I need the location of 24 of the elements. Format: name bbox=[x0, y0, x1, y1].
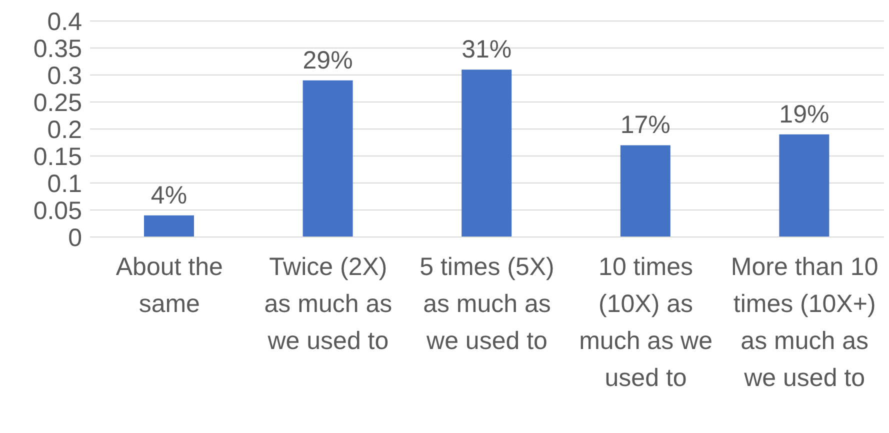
bar bbox=[620, 145, 670, 237]
x-tick-label: 10 times (10X) as much as we used to bbox=[579, 253, 712, 392]
bar bbox=[144, 215, 194, 237]
bar bbox=[462, 70, 512, 237]
x-tick-label: 5 times (5X) as much as we used to bbox=[420, 253, 554, 355]
x-tick-label: About the same bbox=[116, 253, 223, 318]
data-label: 19% bbox=[779, 100, 830, 128]
data-label: 4% bbox=[150, 181, 188, 210]
y-tick-label: 0.4 bbox=[47, 8, 82, 36]
data-label: 31% bbox=[462, 36, 512, 64]
y-tick-label: 0.2 bbox=[47, 116, 82, 144]
x-tick-label: Twice (2X) as much as we used to bbox=[264, 253, 392, 355]
data-label: 29% bbox=[302, 46, 353, 74]
bar bbox=[302, 80, 353, 237]
y-tick-label: 0.3 bbox=[47, 62, 82, 90]
y-tick-label: 0.25 bbox=[33, 88, 82, 117]
y-tick-label: 0.15 bbox=[33, 142, 82, 171]
y-tick-label: 0.05 bbox=[33, 196, 82, 225]
bar bbox=[779, 134, 830, 237]
x-tick-label: More than 10 times (10X+) as much as we used to bbox=[730, 253, 878, 392]
y-tick-label: 0.35 bbox=[33, 34, 82, 63]
y-tick-label: 0.1 bbox=[47, 170, 82, 198]
data-label: 17% bbox=[620, 111, 670, 140]
y-tick-label: 0 bbox=[68, 224, 82, 252]
